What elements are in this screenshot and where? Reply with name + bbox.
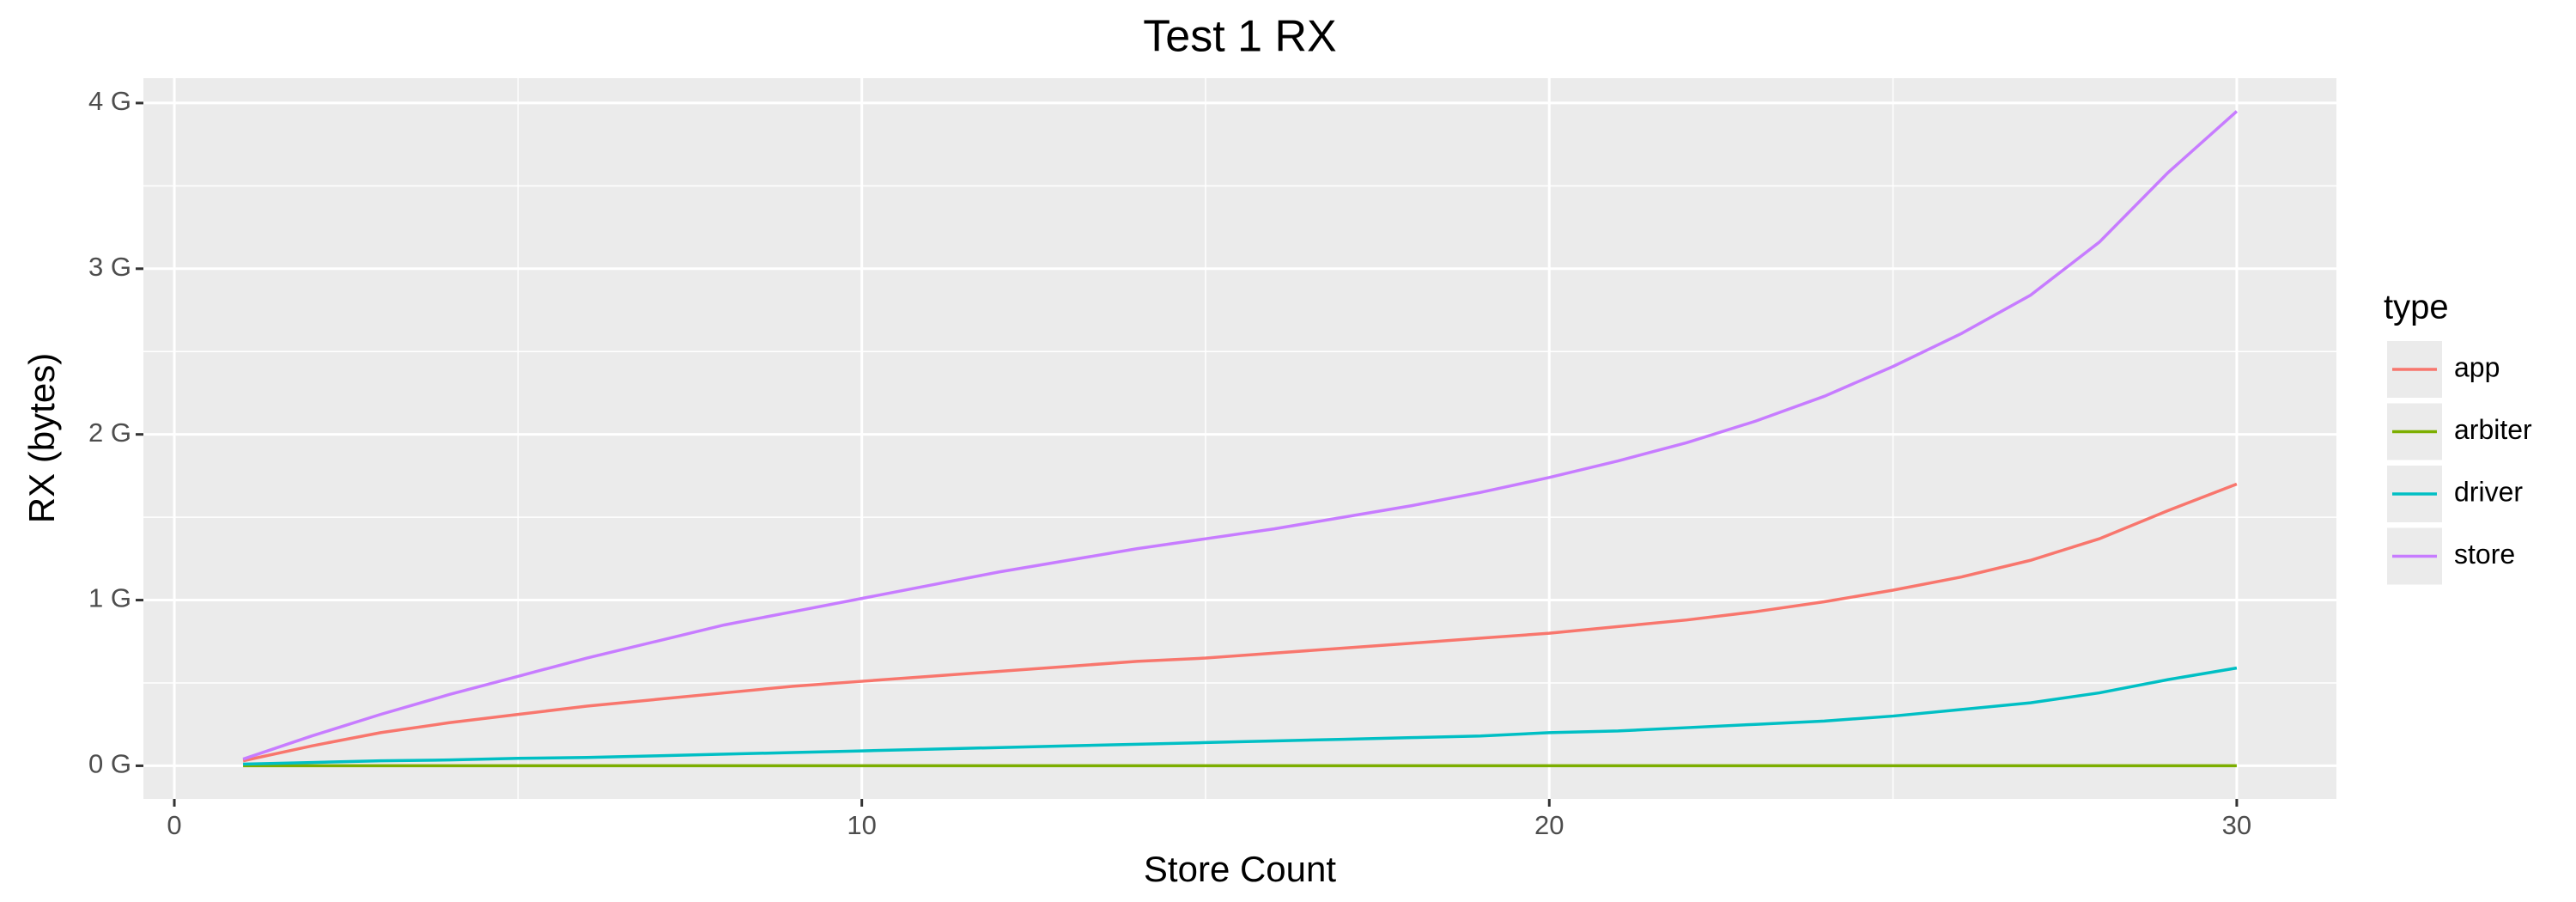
- x-tick-label: 0: [167, 810, 181, 840]
- y-tick-label: 2 G: [88, 417, 131, 448]
- y-tick-label: 0 G: [88, 749, 131, 779]
- series-line: [242, 482, 2238, 763]
- x-axis-title: Store Count: [1144, 849, 1336, 889]
- y-tick-label: 4 G: [88, 86, 131, 116]
- x-tick-label: 10: [847, 810, 876, 840]
- legend-label: arbiter: [2454, 414, 2532, 445]
- legend-label: driver: [2454, 476, 2523, 507]
- legend-label: app: [2454, 351, 2500, 382]
- legend-title: type: [2384, 289, 2449, 326]
- x-tick-label: 30: [2222, 810, 2251, 840]
- chart-title: Test 1 RX: [1143, 12, 1336, 62]
- y-tick-label: 1 G: [88, 583, 131, 613]
- y-axis-title: RX (bytes): [21, 353, 62, 523]
- series-line: [242, 110, 2239, 761]
- legend-label: store: [2454, 539, 2515, 570]
- series-line: [243, 666, 2238, 766]
- y-tick-label: 3 G: [88, 252, 131, 282]
- x-tick-label: 20: [1534, 810, 1564, 840]
